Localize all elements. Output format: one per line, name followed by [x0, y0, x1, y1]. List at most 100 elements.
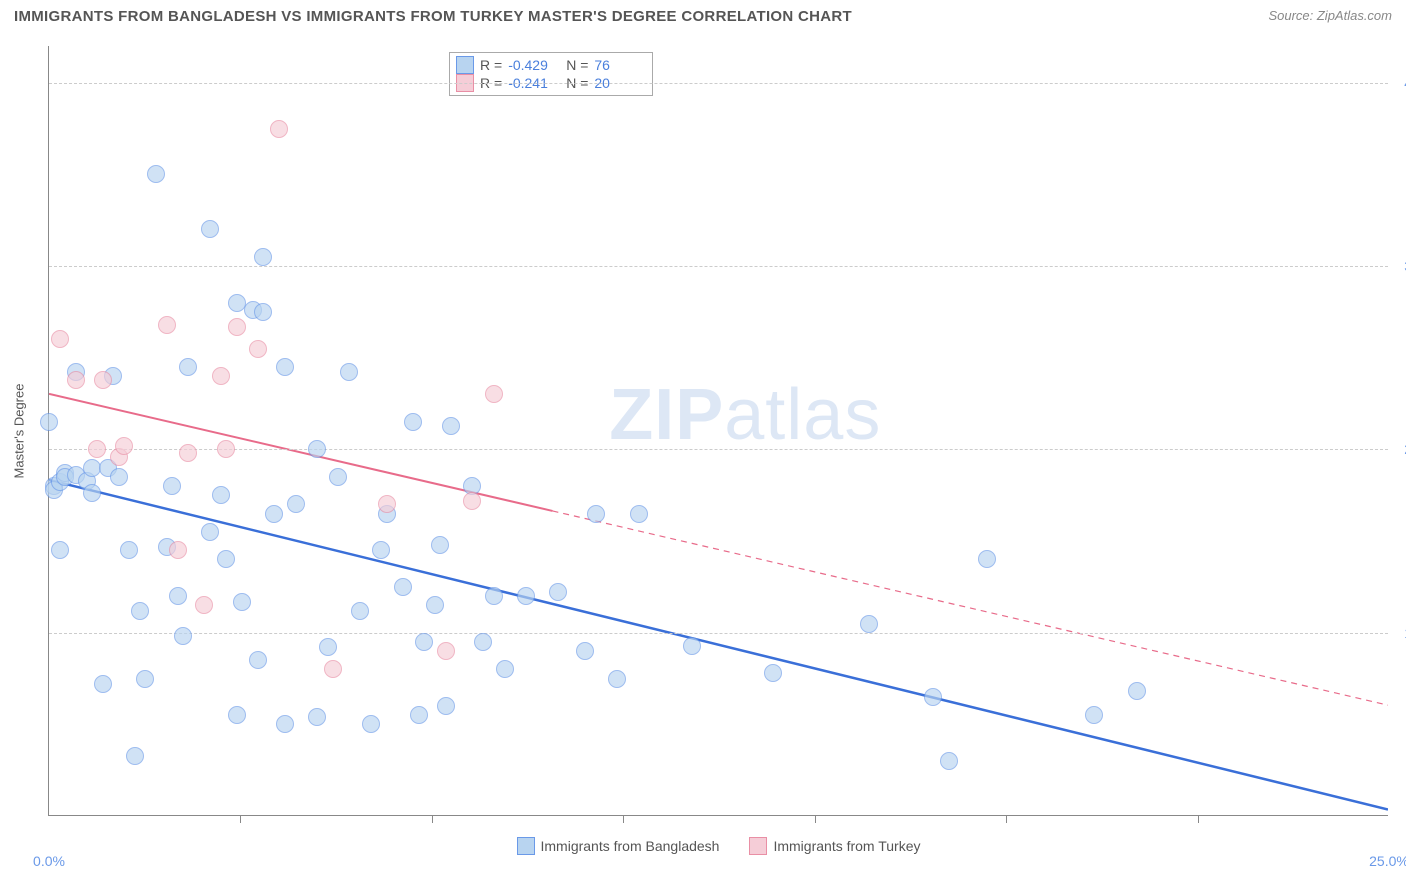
data-point-bangladesh [683, 637, 701, 655]
data-point-turkey [179, 444, 197, 462]
data-point-bangladesh [372, 541, 390, 559]
data-point-turkey [249, 340, 267, 358]
data-point-turkey [67, 371, 85, 389]
data-point-bangladesh [1085, 706, 1103, 724]
data-point-bangladesh [276, 715, 294, 733]
data-point-bangladesh [474, 633, 492, 651]
data-point-turkey [88, 440, 106, 458]
data-point-bangladesh [485, 587, 503, 605]
x-tick [432, 815, 433, 823]
data-point-bangladesh [201, 220, 219, 238]
y-tick-label: 20.0% [1394, 441, 1406, 457]
data-point-bangladesh [228, 706, 246, 724]
stats-legend-box: R =-0.429N =76R =-0.241N =20 [449, 52, 653, 96]
data-point-bangladesh [978, 550, 996, 568]
x-tick [1006, 815, 1007, 823]
trend-lines-layer [49, 46, 1388, 815]
header-bar: IMMIGRANTS FROM BANGLADESH VS IMMIGRANTS… [0, 0, 1406, 29]
trendline-bangladesh [49, 480, 1388, 810]
legend-item: Immigrants from Turkey [749, 837, 920, 855]
legend-label: Immigrants from Turkey [773, 838, 920, 854]
data-point-bangladesh [587, 505, 605, 523]
legend-item: Immigrants from Bangladesh [517, 837, 720, 855]
trendline-turkey-dashed [552, 511, 1388, 705]
data-point-bangladesh [404, 413, 422, 431]
data-point-bangladesh [1128, 682, 1146, 700]
data-point-bangladesh [83, 484, 101, 502]
data-point-bangladesh [201, 523, 219, 541]
r-value: -0.429 [508, 57, 560, 73]
data-point-bangladesh [340, 363, 358, 381]
data-point-bangladesh [120, 541, 138, 559]
data-point-bangladesh [410, 706, 428, 724]
data-point-turkey [212, 367, 230, 385]
data-point-turkey [115, 437, 133, 455]
data-point-bangladesh [126, 747, 144, 765]
data-point-bangladesh [608, 670, 626, 688]
data-point-bangladesh [549, 583, 567, 601]
source-link[interactable]: ZipAtlas.com [1317, 8, 1392, 23]
data-point-bangladesh [131, 602, 149, 620]
x-tick [815, 815, 816, 823]
data-point-bangladesh [147, 165, 165, 183]
data-point-bangladesh [415, 633, 433, 651]
data-point-bangladesh [431, 536, 449, 554]
data-point-bangladesh [254, 248, 272, 266]
data-point-bangladesh [94, 675, 112, 693]
chart-title: IMMIGRANTS FROM BANGLADESH VS IMMIGRANTS… [14, 8, 852, 25]
y-axis-label: Master's Degree [12, 383, 27, 478]
data-point-bangladesh [437, 697, 455, 715]
data-point-turkey [437, 642, 455, 660]
data-point-bangladesh [764, 664, 782, 682]
data-point-bangladesh [233, 593, 251, 611]
data-point-bangladesh [217, 550, 235, 568]
watermark: ZIPatlas [609, 374, 881, 456]
data-point-bangladesh [329, 468, 347, 486]
watermark-zip: ZIP [609, 375, 724, 455]
legend-swatch [456, 56, 474, 74]
source-prefix: Source: [1268, 8, 1316, 23]
data-point-turkey [485, 385, 503, 403]
data-point-bangladesh [517, 587, 535, 605]
data-point-bangladesh [265, 505, 283, 523]
x-tick-label: 25.0% [1369, 853, 1406, 869]
data-point-turkey [158, 316, 176, 334]
data-point-bangladesh [362, 715, 380, 733]
data-point-turkey [463, 492, 481, 510]
y-tick-label: 30.0% [1394, 258, 1406, 274]
data-point-bangladesh [212, 486, 230, 504]
data-point-bangladesh [110, 468, 128, 486]
data-point-bangladesh [40, 413, 58, 431]
data-point-turkey [324, 660, 342, 678]
data-point-bangladesh [254, 303, 272, 321]
data-point-bangladesh [179, 358, 197, 376]
data-point-bangladesh [442, 417, 460, 435]
data-point-bangladesh [319, 638, 337, 656]
legend-swatch [749, 837, 767, 855]
data-point-bangladesh [940, 752, 958, 770]
data-point-turkey [228, 318, 246, 336]
source-attribution: Source: ZipAtlas.com [1268, 8, 1392, 23]
legend-label: Immigrants from Bangladesh [541, 838, 720, 854]
data-point-bangladesh [276, 358, 294, 376]
data-point-turkey [195, 596, 213, 614]
watermark-atlas: atlas [724, 375, 881, 455]
data-point-bangladesh [163, 477, 181, 495]
data-point-bangladesh [249, 651, 267, 669]
data-point-bangladesh [496, 660, 514, 678]
data-point-bangladesh [630, 505, 648, 523]
data-point-bangladesh [860, 615, 878, 633]
x-tick [623, 815, 624, 823]
data-point-bangladesh [174, 627, 192, 645]
data-point-bangladesh [51, 541, 69, 559]
data-point-bangladesh [924, 688, 942, 706]
x-tick [240, 815, 241, 823]
y-tick-label: 40.0% [1394, 75, 1406, 91]
data-point-turkey [169, 541, 187, 559]
gridline [49, 633, 1388, 634]
legend-swatch [517, 837, 535, 855]
gridline [49, 266, 1388, 267]
n-value: 76 [594, 57, 646, 73]
stats-legend-row: R =-0.429N =76 [456, 56, 646, 74]
data-point-bangladesh [287, 495, 305, 513]
